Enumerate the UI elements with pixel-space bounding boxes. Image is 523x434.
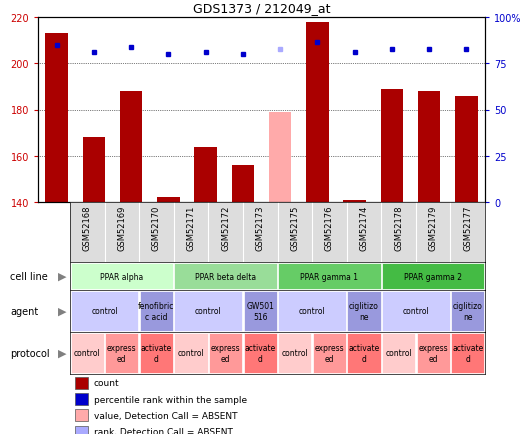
Bar: [455, 96, 477, 203]
Bar: [244, 291, 277, 332]
Bar: [175, 263, 277, 290]
Text: PPAR alpha: PPAR alpha: [100, 272, 143, 281]
Text: control: control: [91, 307, 118, 316]
Bar: [157, 198, 179, 203]
Text: value, Detection Call = ABSENT: value, Detection Call = ABSENT: [94, 411, 237, 420]
Bar: [195, 147, 217, 203]
Bar: [382, 291, 450, 332]
Text: activate
d: activate d: [245, 343, 276, 363]
Bar: [83, 138, 105, 203]
Bar: [451, 291, 484, 332]
Text: ciglitizo
ne: ciglitizo ne: [453, 302, 483, 321]
Bar: [347, 333, 381, 373]
Text: GSM52175: GSM52175: [290, 206, 299, 251]
Bar: [381, 89, 403, 203]
Text: control: control: [299, 307, 325, 316]
Text: control: control: [281, 349, 308, 358]
Bar: [416, 333, 450, 373]
Text: PPAR beta delta: PPAR beta delta: [195, 272, 256, 281]
Text: GSM52172: GSM52172: [221, 206, 230, 251]
Bar: [175, 333, 208, 373]
Text: express
ed: express ed: [418, 343, 448, 363]
Text: ▶: ▶: [58, 306, 66, 316]
Bar: [278, 291, 346, 332]
Bar: [71, 291, 139, 332]
Text: GSM52173: GSM52173: [256, 206, 265, 251]
Text: ciglitizo
ne: ciglitizo ne: [349, 302, 379, 321]
Text: ▶: ▶: [58, 271, 66, 281]
Text: GSM52170: GSM52170: [152, 206, 161, 251]
Text: cell line: cell line: [10, 271, 48, 281]
Text: express
ed: express ed: [211, 343, 241, 363]
Text: activate
d: activate d: [348, 343, 380, 363]
Bar: [344, 200, 366, 203]
Text: PPAR gamma 2: PPAR gamma 2: [404, 272, 462, 281]
Bar: [75, 409, 88, 421]
Text: agent: agent: [10, 306, 39, 316]
Text: fenofibric
c acid: fenofibric c acid: [138, 302, 175, 321]
Bar: [209, 333, 242, 373]
Text: protocol: protocol: [10, 348, 50, 358]
Text: count: count: [94, 378, 119, 388]
Bar: [75, 377, 88, 389]
Text: GSM52179: GSM52179: [429, 206, 438, 251]
Bar: [382, 263, 484, 290]
Bar: [244, 333, 277, 373]
Bar: [418, 92, 440, 203]
Text: control: control: [403, 307, 429, 316]
Text: express
ed: express ed: [107, 343, 137, 363]
Bar: [306, 23, 328, 203]
Text: control: control: [178, 349, 204, 358]
Text: activate
d: activate d: [452, 343, 483, 363]
Text: PPAR gamma 1: PPAR gamma 1: [300, 272, 358, 281]
Bar: [46, 34, 68, 203]
Bar: [278, 263, 381, 290]
Text: percentile rank within the sample: percentile rank within the sample: [94, 395, 247, 404]
Text: control: control: [74, 349, 100, 358]
Bar: [313, 333, 346, 373]
Bar: [451, 333, 484, 373]
Text: GSM52171: GSM52171: [187, 206, 196, 251]
Text: GSM52169: GSM52169: [117, 206, 127, 251]
Text: ▶: ▶: [58, 348, 66, 358]
Text: control: control: [385, 349, 412, 358]
Text: GSM52168: GSM52168: [83, 206, 92, 251]
Bar: [382, 333, 415, 373]
Bar: [347, 291, 381, 332]
Bar: [120, 92, 142, 203]
Bar: [232, 166, 254, 203]
Text: GSM52176: GSM52176: [325, 206, 334, 251]
Bar: [105, 333, 139, 373]
Bar: [140, 333, 173, 373]
Text: activate
d: activate d: [141, 343, 172, 363]
Text: GSM52177: GSM52177: [463, 206, 472, 251]
Text: control: control: [195, 307, 222, 316]
Bar: [75, 393, 88, 405]
Bar: [71, 333, 104, 373]
Bar: [140, 291, 173, 332]
Text: GSM52174: GSM52174: [359, 206, 369, 251]
Bar: [269, 112, 291, 203]
Text: express
ed: express ed: [314, 343, 344, 363]
Bar: [71, 263, 173, 290]
Text: GW501
516: GW501 516: [246, 302, 274, 321]
Text: rank, Detection Call = ABSENT: rank, Detection Call = ABSENT: [94, 427, 232, 434]
Title: GDS1373 / 212049_at: GDS1373 / 212049_at: [193, 3, 330, 16]
Text: GSM52178: GSM52178: [394, 206, 403, 251]
Bar: [75, 426, 88, 434]
Bar: [175, 291, 242, 332]
Bar: [278, 333, 311, 373]
